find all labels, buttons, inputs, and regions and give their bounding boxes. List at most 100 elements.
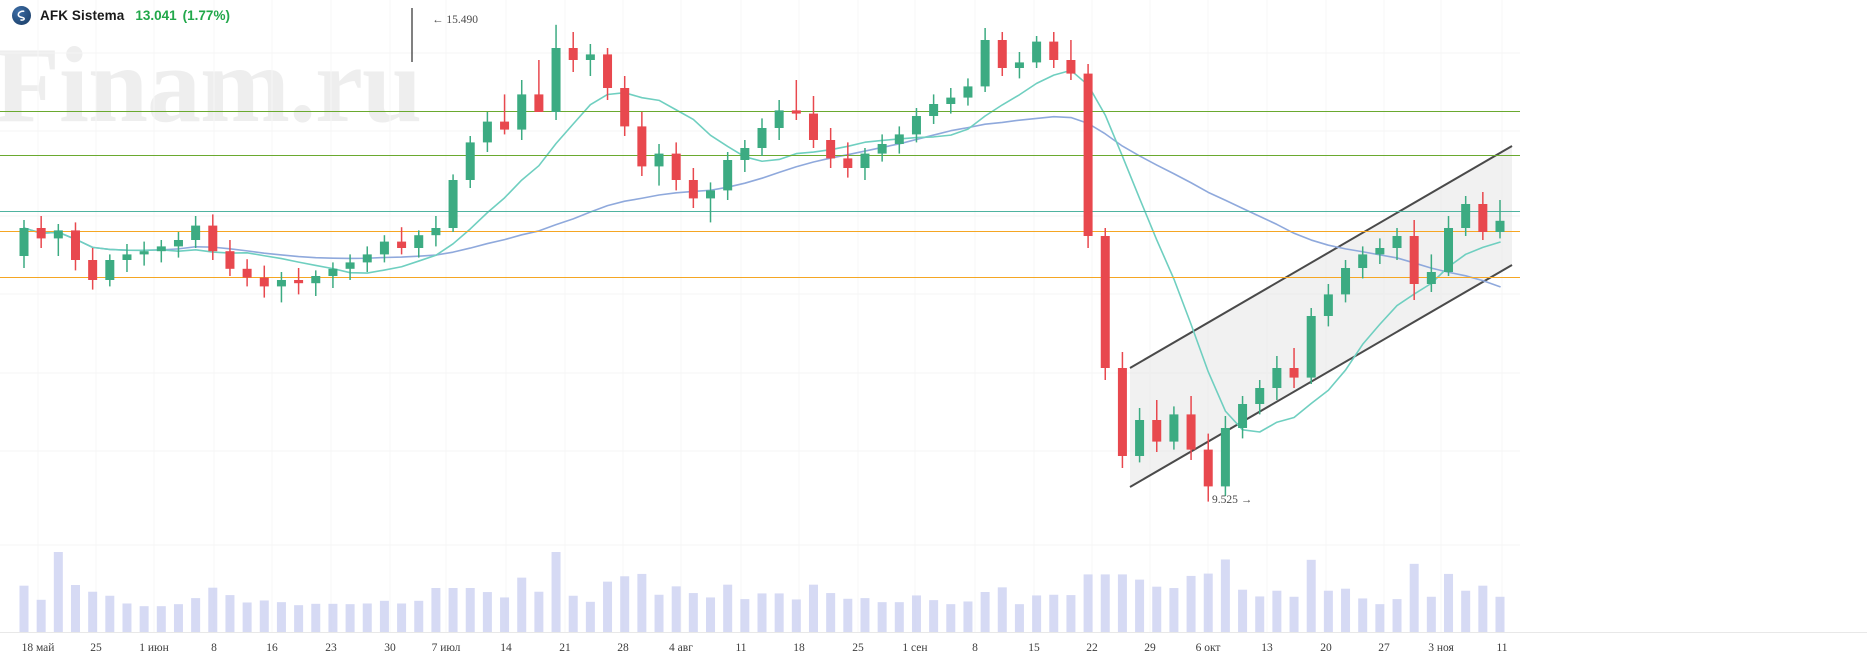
time-tick: 3 ноя (1428, 642, 1454, 654)
candle-body (1444, 228, 1454, 272)
candle-body (1203, 449, 1213, 487)
candle-body (826, 140, 836, 159)
candle-body (1049, 41, 1059, 60)
candle-body (1461, 204, 1471, 228)
support-12207[interactable] (0, 277, 1520, 278)
candle-body (242, 268, 252, 278)
chart-grid (0, 52, 1520, 546)
candle-body (654, 153, 664, 167)
candle-body (431, 228, 441, 236)
candle-body (946, 97, 956, 104)
candle-body (1495, 220, 1505, 232)
low-price-annotation: 9.525 → (1212, 494, 1253, 506)
candle-body (191, 225, 201, 240)
candle-body (276, 280, 286, 287)
candle-body (19, 228, 29, 256)
candle-body (36, 228, 46, 239)
resistance-14273[interactable] (0, 111, 1520, 112)
candle-body (1409, 236, 1419, 284)
price-axis[interactable]: 15.00014.00013.00012.00011.00010.00014.2… (1520, 0, 1867, 632)
candle-body (706, 190, 716, 199)
candle-body (1186, 414, 1196, 450)
candle-body (791, 110, 801, 114)
candle-body (723, 160, 733, 191)
candle-body (568, 48, 578, 60)
candle-body (603, 54, 613, 88)
candlestick-series[interactable] (0, 0, 1520, 632)
candle-body (1426, 272, 1436, 284)
time-tick: 15 (1028, 642, 1040, 654)
support-12808[interactable] (0, 231, 1520, 232)
candle-body (534, 94, 544, 112)
candle-body (1032, 41, 1042, 63)
candle-body (1083, 73, 1093, 236)
candle-body (1169, 414, 1179, 442)
candle-body (122, 254, 132, 260)
time-tick: 6 окт (1195, 642, 1221, 654)
last-price-13041[interactable] (0, 211, 1520, 212)
time-tick: 4 авг (669, 642, 693, 654)
candle-body (345, 262, 355, 269)
moving-average-lines (23, 69, 1501, 433)
candle-body (414, 235, 424, 248)
time-tick: 30 (384, 642, 396, 654)
candle-body (482, 121, 492, 143)
candle-body (53, 230, 63, 239)
candle-body (1306, 316, 1316, 378)
candle-body (1323, 294, 1333, 316)
candle-body (156, 246, 166, 252)
candle-body (808, 113, 818, 140)
candle-body (1152, 420, 1162, 442)
time-tick: 21 (559, 642, 571, 654)
time-tick: 27 (1378, 642, 1390, 654)
candle-body (500, 121, 510, 130)
candle-body (997, 40, 1007, 68)
candle-body (894, 134, 904, 144)
time-tick: 1 сен (902, 642, 928, 654)
finam-logo-icon (12, 5, 31, 25)
change-percent: (1.77%) (182, 7, 230, 23)
time-tick: 1 июн (139, 642, 169, 654)
last-price: 13.041 (135, 7, 177, 23)
candle-body (1478, 204, 1488, 232)
candle-body (294, 280, 304, 284)
candle-body (208, 225, 218, 252)
time-axis[interactable]: 18 май 25 1 июн 8 16 23 30 7 июл 14 21 28 4 авг 11 18… (0, 632, 1867, 663)
candle-body (465, 142, 475, 180)
candle-body (551, 48, 561, 112)
candle-body (1220, 428, 1230, 487)
candle-body (1375, 248, 1385, 255)
candle-body (1066, 60, 1076, 74)
time-tick: 23 (325, 642, 337, 654)
time-tick: 11 (735, 642, 747, 654)
candle-body (757, 128, 767, 148)
time-tick: 14 (500, 642, 512, 654)
chart-plot-area[interactable]: ← 15.490 9.525 → (0, 0, 1520, 632)
candle-body (70, 230, 80, 260)
candle-body (1341, 268, 1351, 295)
candle-body (448, 180, 458, 228)
candle-body (1100, 236, 1110, 368)
candle-body (843, 158, 853, 168)
time-tick: 18 (793, 642, 805, 654)
candle-body (1238, 404, 1248, 428)
candle-body (1117, 368, 1127, 456)
candle-body (980, 40, 990, 87)
candle-body (1358, 254, 1368, 268)
resistance-13750[interactable] (0, 155, 1520, 156)
time-tick: 7 июл (431, 642, 461, 654)
candle-body (1255, 388, 1265, 404)
candle-body (860, 153, 870, 168)
candle-body (774, 110, 784, 128)
time-tick: 11 (1496, 642, 1508, 654)
chart-header: AFK Sistema 13.041 (1.77%) (0, 0, 1867, 30)
time-tick: 25 (852, 642, 864, 654)
candle-body (328, 268, 338, 276)
high-price-annotation: ← 15.490 (432, 14, 478, 26)
candle-body (877, 144, 887, 154)
candle-body (1272, 368, 1282, 388)
time-tick: 18 май (21, 642, 55, 654)
candle-body (397, 241, 407, 248)
finam-watermark: Finam.ru (0, 26, 422, 145)
candle-body (517, 94, 527, 130)
